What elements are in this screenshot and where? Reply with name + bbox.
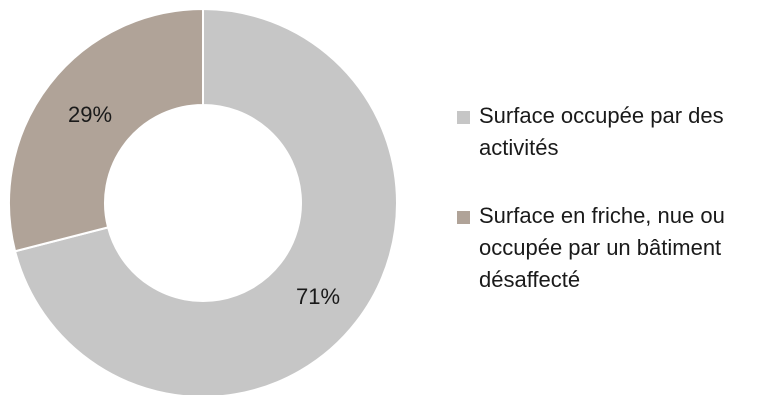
legend-item-activites: Surface occupée par des activités xyxy=(457,100,775,164)
slice-label-friche: 29% xyxy=(68,102,112,127)
legend-swatch-activites xyxy=(457,111,470,124)
legend-label-friche: Surface en friche, nue ou occupée par un… xyxy=(479,203,725,292)
chart-legend: Surface occupée par des activités Surfac… xyxy=(457,100,775,296)
slice-friche xyxy=(9,9,203,251)
legend-label-activites: Surface occupée par des activités xyxy=(479,103,724,160)
slice-label-activites: 71% xyxy=(296,284,340,309)
legend-swatch-friche xyxy=(457,211,470,224)
legend-item-friche: Surface en friche, nue ou occupée par un… xyxy=(457,200,775,296)
